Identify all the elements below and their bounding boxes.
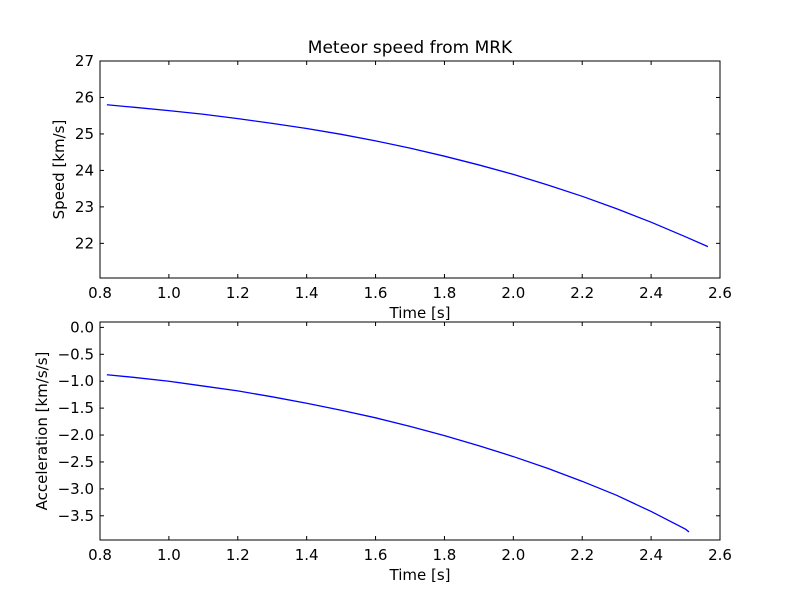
series-line-2-1	[106, 374, 690, 533]
plot-1: 0.8 1.0 1.2 1.4 1.6 1.8 2.0 2.2 2.4 2.6 22 23 24 25 26…	[50, 52, 732, 322]
y-tick-label: −0.5	[58, 345, 94, 363]
x-tick-label: 2.0	[501, 284, 525, 302]
x-tick-label: 2.6	[708, 546, 732, 564]
x-axis-label: Time [s]	[389, 566, 451, 584]
x-tick-label: 1.6	[364, 284, 388, 302]
x-tick-label: 1.0	[157, 284, 181, 302]
y-tick-label: 23	[75, 198, 94, 216]
y-tick-label: 22	[75, 234, 94, 252]
plot-2: 0.8 1.0 1.2 1.4 1.6 1.8 2.0 2.2 2.4 2.6 0.0 −0.5 −1.…	[33, 318, 732, 584]
x-tick-label: 0.8	[88, 284, 112, 302]
x-tick-label: 0.8	[88, 546, 112, 564]
chart-title: Meteor speed from MRK	[308, 38, 513, 58]
x-tick-label: 1.6	[364, 546, 388, 564]
y-tick-label: −2.5	[58, 453, 94, 471]
x-tick-label: 1.4	[295, 546, 319, 564]
x-axis-label: Time [s]	[389, 304, 451, 322]
x-tick-label: 1.8	[433, 284, 457, 302]
y-tick-label: −3.5	[58, 507, 94, 525]
y-axis-label: Acceleration [km/s/s]	[33, 352, 51, 511]
y-tick-label: 24	[75, 161, 94, 179]
y-tick-label: −3.0	[58, 480, 94, 498]
y-tick-label: 26	[75, 88, 94, 106]
y-tick-label: −2.0	[58, 426, 94, 444]
series-line-1-1	[106, 104, 709, 248]
y-axis-label: Speed [km/s]	[50, 120, 68, 220]
x-tick-label: 2.2	[570, 284, 594, 302]
y-tick-label: 25	[75, 125, 94, 143]
x-tick-label: 1.0	[157, 546, 181, 564]
x-tick-label: 1.2	[226, 546, 250, 564]
x-tick-label: 2.4	[639, 546, 663, 564]
y-tick-label: 27	[75, 52, 94, 70]
plots: 0.8 1.0 1.2 1.4 1.6 1.8 2.0 2.2 2.4 2.6 22 23 24 25 26…	[33, 52, 732, 584]
y-tick-label: −1.0	[58, 372, 94, 390]
x-tick-label: 2.4	[639, 284, 663, 302]
x-tick-label: 2.0	[501, 546, 525, 564]
x-tick-label: 2.6	[708, 284, 732, 302]
plot-2-frame	[99, 321, 721, 541]
x-tick-label: 2.2	[570, 546, 594, 564]
x-tick-label: 1.4	[295, 284, 319, 302]
y-tick-label: 0.0	[70, 318, 94, 336]
y-tick-label: −1.5	[58, 399, 94, 417]
x-tick-label: 1.8	[433, 546, 457, 564]
plot-1-frame	[99, 60, 721, 279]
x-tick-label: 1.2	[226, 284, 250, 302]
